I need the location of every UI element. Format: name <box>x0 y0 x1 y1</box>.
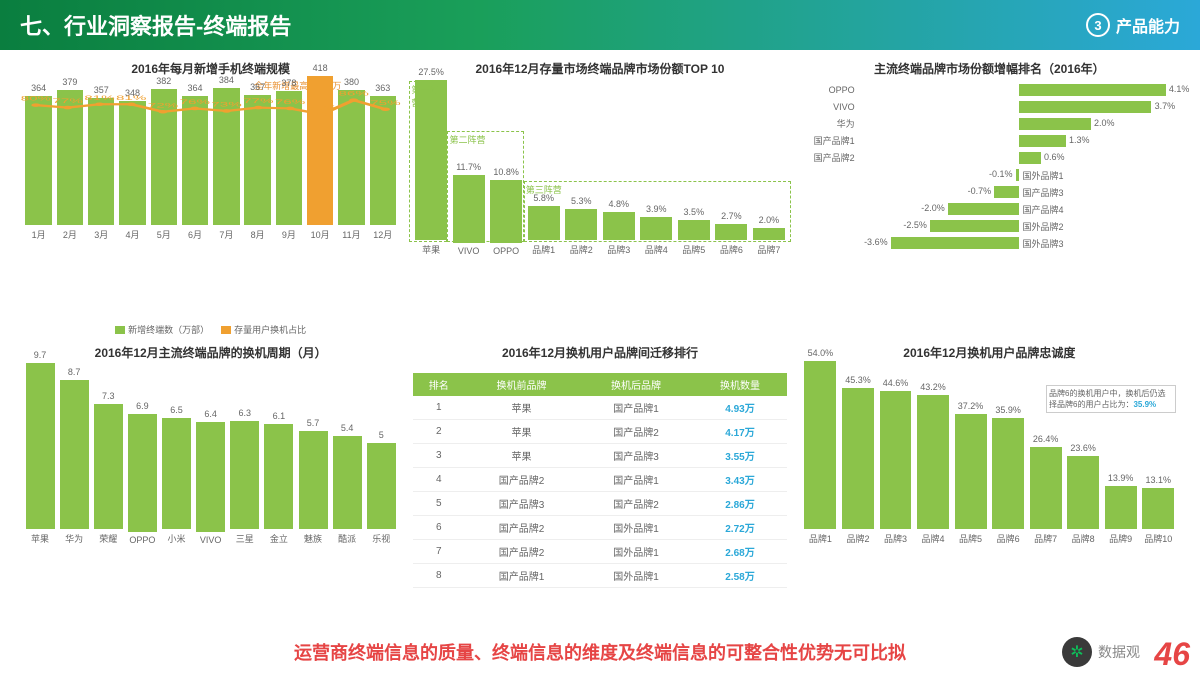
chart3-title: 主流终端品牌市场份额增幅排名（2016年） <box>799 60 1180 77</box>
legend-line: 存量用户换机占比 <box>221 323 306 336</box>
watermark-text: 数据观 <box>1098 642 1140 662</box>
chart3-area: OPPO4.1%VIVO3.7%华为2.0%国产品牌11.3%国产品牌20.6%… <box>799 81 1180 336</box>
chart2-area: 27.5%苹果11.7%VIVO10.8%OPPO5.8%品牌15.3%品牌24… <box>409 81 790 336</box>
watermark: ✲ 数据观 <box>1062 637 1140 667</box>
footer-text: 运营商终端信息的质量、终端信息的维度及终端信息的可整合性优势无可比拟 <box>0 639 1200 665</box>
chart1-title: 2016年每月新增手机终端规模 <box>20 60 401 77</box>
chart1-area: 全年新增最高：418万 3641月3792月3573月3484月3825月364… <box>20 81 401 319</box>
table5-area: 排名换机前品牌换机后品牌换机数量1苹果国产品牌14.93万2苹果国产品牌24.1… <box>409 365 790 620</box>
chart4-area: 9.7苹果8.7华为7.3荣耀6.9OPPO6.5小米6.4VIVO6.3三星6… <box>20 365 401 620</box>
chart1-legend: 新增终端数（万部） 存量用户换机占比 <box>20 323 401 336</box>
badge-number: 3 <box>1086 13 1110 37</box>
charts-grid: 2016年每月新增手机终端规模 全年新增最高：418万 3641月3792月35… <box>0 50 1200 630</box>
panel-monthly-terminals: 2016年每月新增手机终端规模 全年新增最高：418万 3641月3792月35… <box>20 60 401 336</box>
panel-loyalty: 2016年12月换机用户品牌忠诚度 54.0%品牌145.3%品牌244.6%品… <box>799 344 1180 620</box>
chart4-title: 2016年12月主流终端品牌的换机周期（月） <box>20 344 401 361</box>
panel-replacement-cycle: 2016年12月主流终端品牌的换机周期（月） 9.7苹果8.7华为7.3荣耀6.… <box>20 344 401 620</box>
panel-market-share: 2016年12月存量市场终端品牌市场份额TOP 10 27.5%苹果11.7%V… <box>409 60 790 336</box>
chart6-title: 2016年12月换机用户品牌忠诚度 <box>799 344 1180 361</box>
page-number: 46 <box>1154 636 1190 673</box>
chart2-title: 2016年12月存量市场终端品牌市场份额TOP 10 <box>409 60 790 77</box>
panel-migration-table: 2016年12月换机用户品牌间迁移排行 排名换机前品牌换机后品牌换机数量1苹果国… <box>409 344 790 620</box>
panel-growth-ranking: 主流终端品牌市场份额增幅排名（2016年） OPPO4.1%VIVO3.7%华为… <box>799 60 1180 336</box>
page-title: 七、行业洞察报告-终端报告 <box>20 9 291 41</box>
legend-bars: 新增终端数（万部） <box>115 323 209 336</box>
badge-text: 产品能力 <box>1116 13 1180 37</box>
table5-title: 2016年12月换机用户品牌间迁移排行 <box>409 344 790 361</box>
section-badge: 3 产品能力 <box>1086 13 1180 37</box>
chart6-area: 54.0%品牌145.3%品牌244.6%品牌343.2%品牌437.2%品牌5… <box>799 365 1180 620</box>
wechat-icon: ✲ <box>1062 637 1092 667</box>
header-bar: 七、行业洞察报告-终端报告 3 产品能力 <box>0 0 1200 50</box>
